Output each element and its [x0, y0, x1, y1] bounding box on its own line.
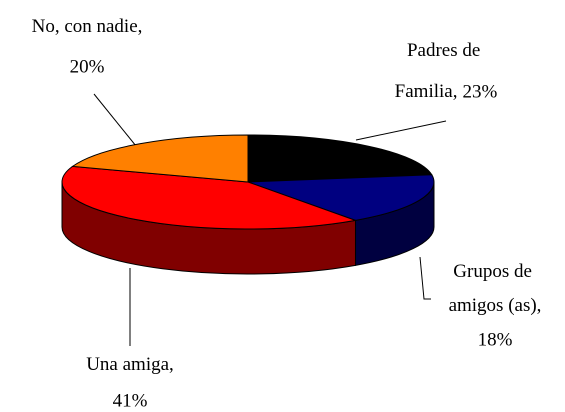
- pie-slice: [247, 174, 435, 221]
- category-label-line: Una amiga,: [86, 354, 174, 375]
- pie-tops: [61, 134, 435, 230]
- category-label: Una amiga,: [86, 354, 174, 375]
- value-label: 23%: [462, 81, 497, 102]
- category-label-line: No, con nadie,: [32, 16, 143, 37]
- leader-line: [419, 256, 431, 300]
- category-label-line: Grupos de: [453, 261, 536, 282]
- pie-slice: [247, 134, 433, 183]
- value-label: 20%: [70, 56, 105, 77]
- leader-line: [93, 93, 137, 147]
- pie-slice: [71, 134, 249, 183]
- category-label: Grupos de amigos (as),: [449, 261, 542, 316]
- category-label-line: amigos (as),: [449, 295, 542, 316]
- category-label: No, con nadie,: [32, 16, 143, 37]
- leader-line: [355, 120, 447, 141]
- value-label: 18%: [478, 329, 513, 350]
- pie-slice: [61, 165, 358, 230]
- value-label: 41%: [113, 390, 148, 411]
- category-label: Padres de Familia,: [395, 40, 485, 102]
- leader-lines: [93, 93, 447, 346]
- category-label-line: Familia,: [395, 81, 458, 102]
- category-label-line: Padres de: [407, 40, 485, 61]
